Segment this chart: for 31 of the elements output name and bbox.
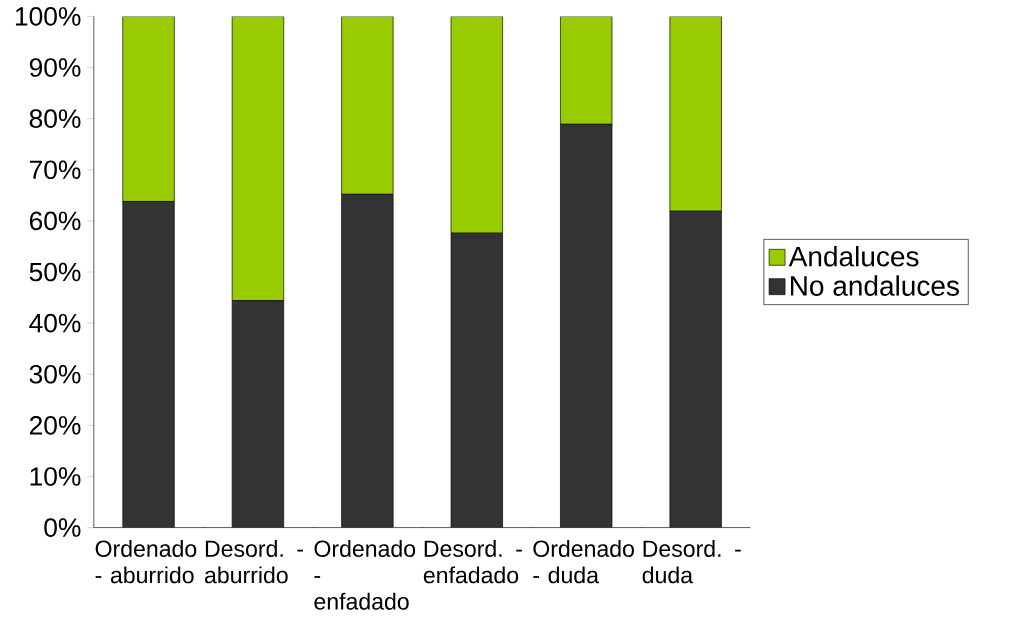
y-tick-label: 100% bbox=[15, 6, 81, 26]
bar bbox=[341, 16, 394, 195]
x-tick-label: Ordenado - aburrido bbox=[95, 539, 197, 584]
bar bbox=[669, 16, 722, 212]
bar bbox=[451, 232, 503, 528]
bar bbox=[669, 210, 722, 528]
bar bbox=[560, 124, 613, 528]
x-tick-label: Ordenado - duda bbox=[533, 539, 634, 584]
bar bbox=[231, 16, 285, 301]
legend-label: No andaluces bbox=[790, 275, 959, 296]
y-tick-label: 70% bbox=[29, 160, 81, 179]
y-tick-label: 60% bbox=[29, 211, 81, 231]
bar bbox=[450, 16, 503, 234]
bar bbox=[560, 16, 613, 125]
bar bbox=[341, 194, 394, 528]
y-tick-label: 40% bbox=[29, 313, 81, 333]
y-tick-label: 20% bbox=[29, 415, 81, 435]
y-tick-label: 90% bbox=[29, 58, 81, 77]
bar bbox=[122, 201, 175, 528]
y-tick-label: 10% bbox=[30, 466, 81, 486]
y-tick-label: 80% bbox=[29, 109, 81, 128]
bar bbox=[232, 300, 284, 528]
y-tick-label: 30% bbox=[29, 364, 81, 384]
legend-label: Andaluces bbox=[788, 245, 919, 267]
bar bbox=[122, 16, 175, 202]
y-tick-label: 0% bbox=[44, 518, 81, 537]
x-tick-label: Ordenado - enfadado bbox=[314, 539, 416, 610]
x-tick-label: Desord. - duda bbox=[642, 539, 741, 584]
x-tick-label: Desord. - aburrido bbox=[205, 539, 304, 584]
y-tick-label: 50% bbox=[29, 262, 81, 282]
x-tick-label: Desord. - enfadado bbox=[423, 539, 522, 584]
